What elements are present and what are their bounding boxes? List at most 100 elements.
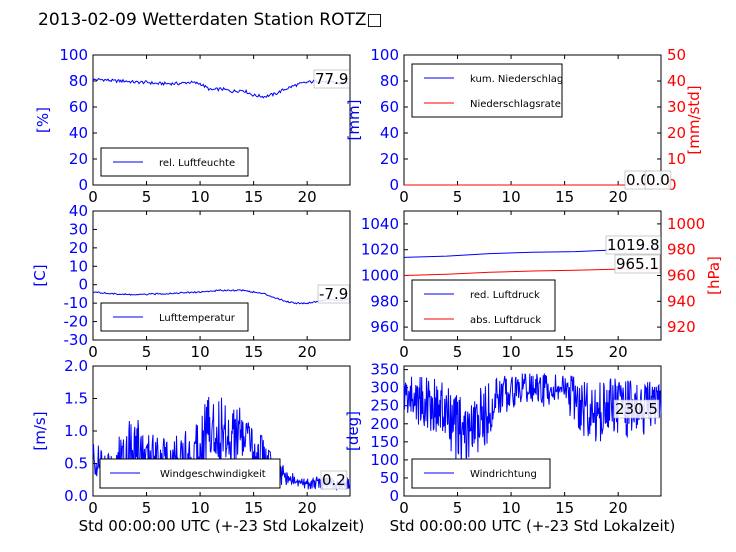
value-annotation: 77.9 <box>315 70 348 88</box>
x-tick-label: 10 <box>502 343 521 361</box>
panel-pressure: 0 5 10 15 20 960 980 1000 1020 1040 920 940 960 980 10… <box>361 210 723 361</box>
x-tick-label: 20 <box>298 499 317 517</box>
x-tick-label: 0 <box>399 343 409 361</box>
value-annotation: -7.9 <box>319 285 348 303</box>
y-tick-label: 2.0 <box>64 357 88 375</box>
x-tick-label: 0 <box>88 499 98 517</box>
legend-box <box>411 63 563 118</box>
y-axis-label: [C] <box>31 264 49 286</box>
legend-label: rel. Luftfeuchte <box>159 158 235 169</box>
y2-tick-label: 30 <box>667 98 686 116</box>
y-tick-label: 40 <box>69 124 88 142</box>
legend-label: Windrichtung <box>470 469 537 480</box>
y-tick-label: 350 <box>370 361 399 379</box>
y-tick-label: 0.0 <box>64 487 88 505</box>
legend-label: Windgeschwindigkeit <box>160 469 266 480</box>
x-tick-label: 5 <box>453 343 463 361</box>
annotation-box <box>317 284 350 304</box>
y-axis-label: [m/s] <box>31 411 49 450</box>
legend-label: Lufttemperatur <box>159 313 236 324</box>
legend-label: Niederschlagsrate <box>470 99 561 110</box>
y-tick-label: 80 <box>69 72 88 90</box>
y-tick-label: 960 <box>370 318 399 336</box>
y-tick-label: 40 <box>69 202 88 220</box>
y2-tick-label: 10 <box>667 150 686 168</box>
panel-precip: 0 5 10 15 20 0 20 40 60 80 100 0 10 20 30 40 50 [mm] [mm/s… <box>345 46 703 206</box>
annotation-box <box>605 235 661 255</box>
y2-tick-label: 1000 <box>667 215 705 233</box>
y-tick-label: 1020 <box>361 241 399 259</box>
y2-tick-label: 40 <box>667 72 686 90</box>
value-annotation: 965.1 <box>616 255 659 273</box>
annotation-box <box>320 470 348 490</box>
x-tick-label: 20 <box>609 343 628 361</box>
y-tick-label: 0.5 <box>64 455 88 473</box>
x-tick-label: 5 <box>453 499 463 517</box>
y-tick-label: 1000 <box>361 267 399 285</box>
y-tick-label: 1.0 <box>64 422 88 440</box>
y2-tick-label: 20 <box>667 124 686 142</box>
y-tick-label: 10 <box>69 257 88 275</box>
y-tick-label: 150 <box>370 433 399 451</box>
x-tick-label: 20 <box>609 188 628 206</box>
plot-frame <box>92 54 351 186</box>
panel-temperature: 0 5 10 15 20-30-20-10010203040[C]Lufttempera… <box>31 202 351 361</box>
annotation-box <box>644 170 672 190</box>
y2-axis-label: [mm/std] <box>685 85 703 154</box>
y2-axis-label: [hPa] <box>705 256 723 295</box>
y-tick-label: 200 <box>370 415 399 433</box>
annotation-box <box>613 399 660 419</box>
x-tick-label: 10 <box>191 343 210 361</box>
y-tick-label: 20 <box>69 150 88 168</box>
x-tick-label: 15 <box>244 188 263 206</box>
value-annotation: 0.0 <box>626 171 650 189</box>
y-axis-label: [mm] <box>345 100 363 141</box>
x-tick-label: 0 <box>88 188 98 206</box>
y-tick-label: 50 <box>380 469 399 487</box>
x-tick-label: 0 <box>399 188 409 206</box>
y-tick-label: 300 <box>370 379 399 397</box>
x-tick-label: 10 <box>502 188 521 206</box>
y-tick-label: 100 <box>370 46 399 64</box>
y2-tick-label: 0 <box>667 176 677 194</box>
legend-box <box>411 279 556 332</box>
series-line-windrichtung <box>403 373 662 465</box>
x-tick-label: 20 <box>298 188 317 206</box>
y-tick-label: 60 <box>69 98 88 116</box>
x-tick-label: 10 <box>502 499 521 517</box>
legend-label: kum. Niederschlag <box>470 74 563 85</box>
x-tick-label: 15 <box>555 499 574 517</box>
value-annotation: 1019.8 <box>607 236 660 254</box>
x-tick-label: 15 <box>244 499 263 517</box>
x-tick-label: 15 <box>555 343 574 361</box>
x-tick-label: 0 <box>399 499 409 517</box>
value-annotation: 0.2 <box>322 471 346 489</box>
y-tick-label: 60 <box>380 98 399 116</box>
x-tick-label: 0 <box>88 343 98 361</box>
x-axis-label: Std 00:00:00 UTC (+-23 Std Lokalzeit) <box>390 517 676 535</box>
y-tick-label: 0 <box>78 176 88 194</box>
y-tick-label: 1040 <box>361 215 399 233</box>
x-tick-label: 15 <box>555 188 574 206</box>
y-tick-label: 0 <box>78 276 88 294</box>
annotation-box <box>614 254 661 274</box>
x-tick-label: 20 <box>609 499 628 517</box>
chart-title: 2013-02-09 Wetterdaten Station ROTZ□ <box>38 10 383 30</box>
y2-tick-label: 980 <box>667 241 696 259</box>
y-tick-label: 30 <box>69 220 88 238</box>
legend-label: red. Luftdruck <box>470 290 540 301</box>
x-tick-label: 15 <box>244 343 263 361</box>
x-tick-label: 10 <box>191 188 210 206</box>
y-tick-label: 980 <box>370 292 399 310</box>
y-tick-label: 100 <box>59 46 88 64</box>
y-tick-label: 20 <box>380 150 399 168</box>
x-tick-label: 20 <box>298 343 317 361</box>
y-tick-label: 0 <box>389 176 399 194</box>
y-tick-label: 0 <box>389 487 399 505</box>
plot-frame <box>403 365 662 497</box>
value-annotation: 0.0 <box>646 171 670 189</box>
legend-label: abs. Luftdruck <box>470 315 541 326</box>
x-tick-label: 5 <box>142 343 152 361</box>
y-tick-label: -10 <box>64 294 89 312</box>
